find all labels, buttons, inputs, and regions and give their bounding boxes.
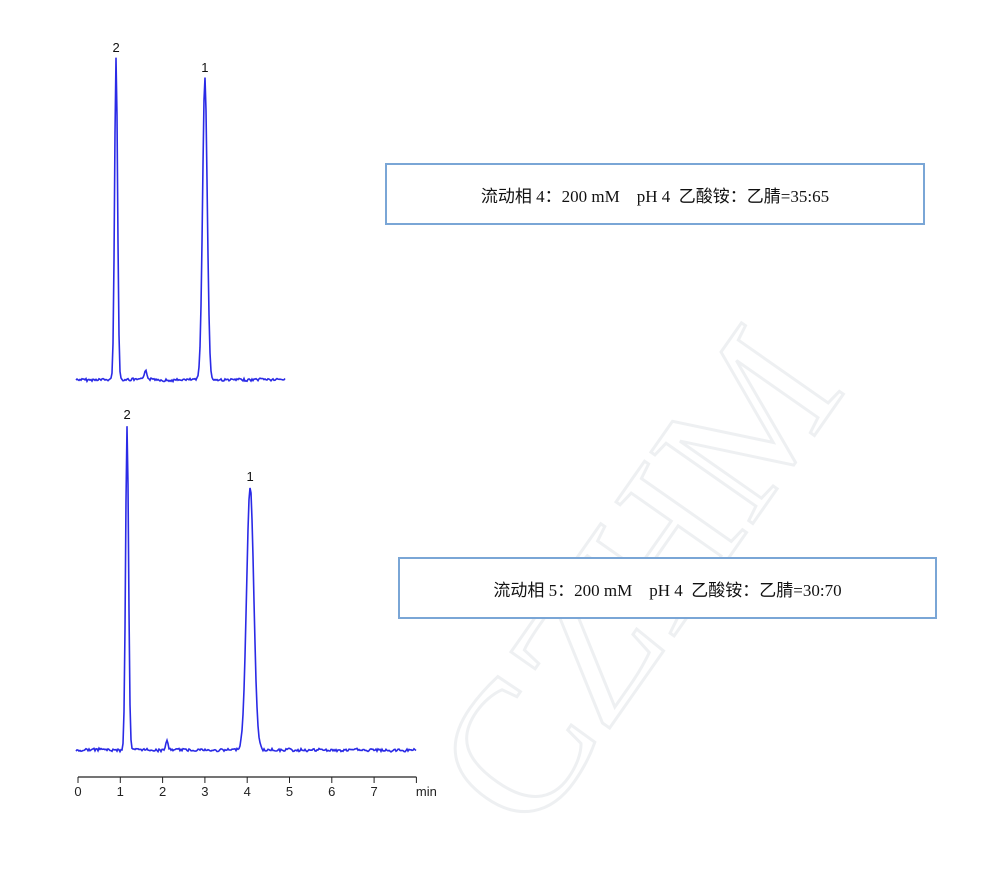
chromatogram-trace [75,426,417,754]
x-tick-label: 3 [201,784,208,799]
peak-label-1: 1 [247,469,254,484]
x-tick-label: 5 [286,784,293,799]
condition-box-mobile-phase-4: 流动相 4：200 mM pH 4 乙酸铵：乙腈=35:65 [385,163,925,225]
x-tick-label: 2 [159,784,166,799]
x-tick-label: 0 [74,784,81,799]
peak-label-1: 1 [201,60,208,75]
x-tick-label: 4 [244,784,251,799]
x-tick-label: 1 [117,784,124,799]
condition-text: 流动相 4：200 mM pH 4 乙酸铵：乙腈=35:65 [480,186,830,206]
peak-label-2: 2 [112,40,119,55]
x-axis: 0 1 2 3 4 5 6 7 min [74,776,437,799]
chromatogram-mobile-phase-5: 21 [75,407,417,754]
chromatogram-mobile-phase-4: 21 [75,40,286,384]
chromatogram-trace [75,57,286,384]
x-tick-label: 6 [328,784,335,799]
x-tick-label: 7 [370,784,377,799]
x-axis-unit: min [416,784,437,799]
peak-label-2: 2 [123,407,130,422]
condition-text: 流动相 5：200 mM pH 4 乙酸铵：乙腈=30:70 [493,580,842,600]
condition-box-mobile-phase-5: 流动相 5：200 mM pH 4 乙酸铵：乙腈=30:70 [398,557,937,619]
